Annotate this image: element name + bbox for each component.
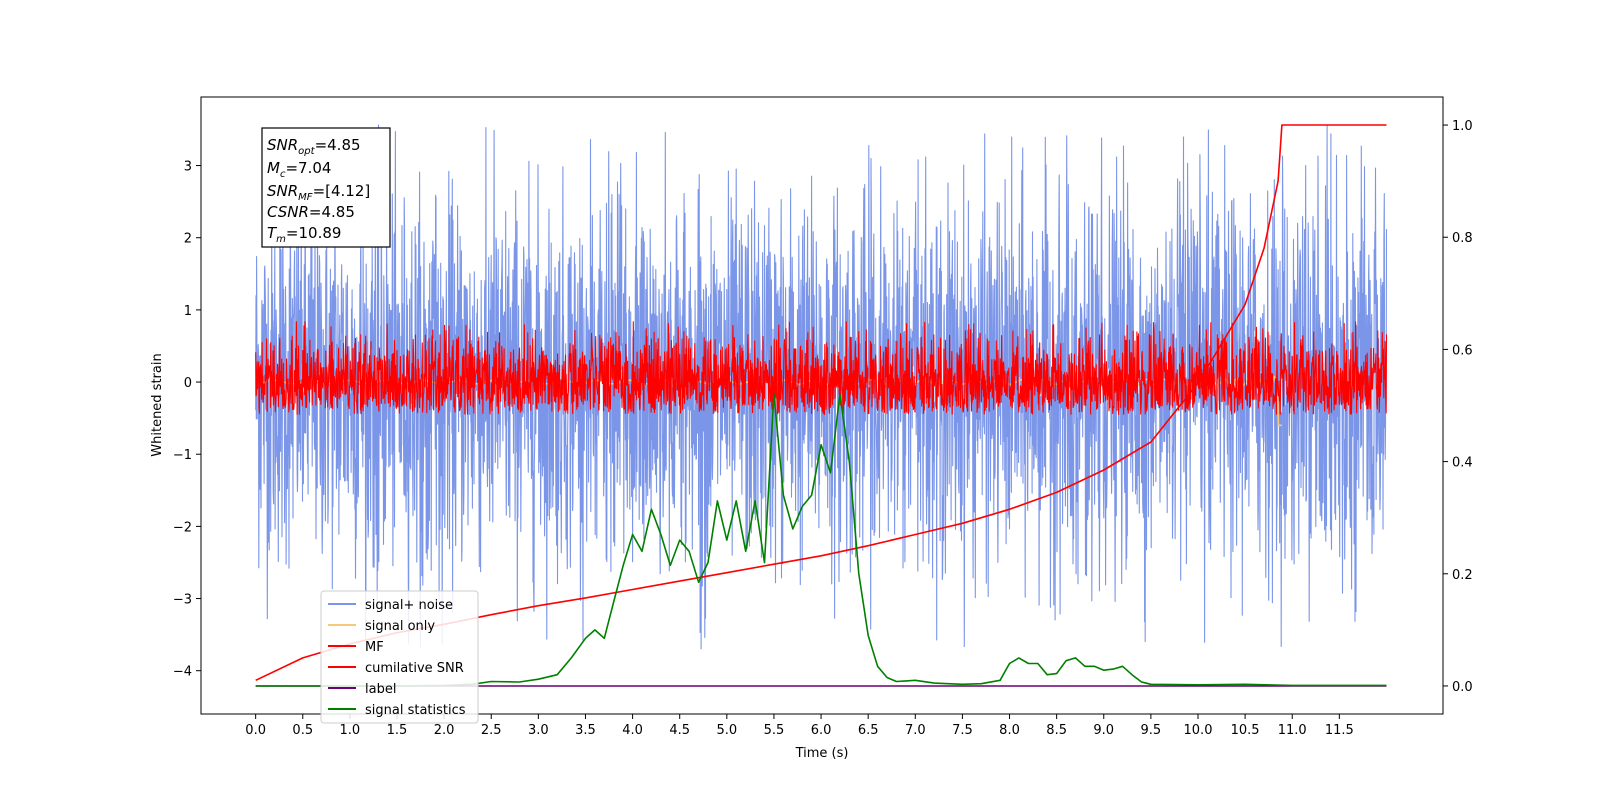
legend-label-label: label <box>365 682 396 697</box>
right-y-tick-label: 1.0 <box>1452 119 1473 134</box>
x-tick-label: 0.0 <box>245 723 266 738</box>
info-box: SNRopt=4.85 Mc=7.04 SNRMF=[4.12] CSNR=4.… <box>261 127 391 248</box>
x-tick-label: 6.5 <box>858 723 879 738</box>
info-snr-mf: SNRMF=[4.12] <box>267 182 370 203</box>
legend-frame <box>320 590 479 724</box>
x-tick-label: 1.5 <box>387 723 408 738</box>
info-chirp-mass: Mc=7.04 <box>267 159 331 180</box>
y-tick-label: −4 <box>173 665 192 680</box>
x-tick-label: 4.5 <box>669 723 690 738</box>
right-y-tick-label: 0.6 <box>1452 343 1473 358</box>
y-tick-label: −1 <box>173 448 192 463</box>
x-tick-label: 0.5 <box>292 723 313 738</box>
plot-frame <box>200 96 1444 715</box>
x-tick-label: 8.0 <box>999 723 1020 738</box>
x-tick-label: 11.5 <box>1325 723 1354 738</box>
legend-label-signal-noise: signal+ noise <box>365 598 453 613</box>
info-merger-time: Tm=10.89 <box>267 224 341 245</box>
x-axis-ticks: 0.0 0.5 1.0 1.5 2.0 2.5 3.0 3.5 4.0 4.5 5.0 5.5 6.0 6… <box>245 714 1354 738</box>
legend-label-cumulative-snr: cumilative SNR <box>365 661 464 676</box>
y-tick-label: −3 <box>173 593 192 608</box>
y-tick-label: 1 <box>184 304 192 319</box>
y-tick-label: 3 <box>184 160 192 175</box>
x-tick-label: 7.5 <box>952 723 973 738</box>
x-tick-label: 10.0 <box>1184 723 1213 738</box>
info-snr-opt: SNRopt=4.85 <box>267 136 361 157</box>
x-tick-label: 5.0 <box>716 723 737 738</box>
legend-label-signal-only: signal only <box>365 619 435 634</box>
right-y-tick-label: 0.8 <box>1452 231 1473 246</box>
x-axis-label: Time (s) <box>795 746 849 761</box>
series-mf <box>255 321 1388 415</box>
y-axis-ticks: −4 −3 −2 −1 0 1 2 3 <box>173 160 201 680</box>
y-tick-label: 2 <box>184 232 192 247</box>
x-tick-label: 9.5 <box>1141 723 1162 738</box>
right-y-tick-label: 0.2 <box>1452 568 1473 583</box>
legend-label-mf: MF <box>365 640 384 655</box>
legend-label-signal-statistics: signal statistics <box>365 703 466 718</box>
x-tick-label: 2.0 <box>434 723 455 738</box>
y-tick-label: −2 <box>173 520 192 535</box>
x-tick-label: 2.5 <box>481 723 502 738</box>
x-tick-label: 4.0 <box>622 723 643 738</box>
x-tick-label: 5.5 <box>764 723 785 738</box>
info-csnr: CSNR=4.85 <box>267 203 355 221</box>
y-tick-label: 0 <box>184 376 192 391</box>
x-tick-label: 9.0 <box>1093 723 1114 738</box>
x-tick-label: 6.0 <box>811 723 832 738</box>
info-box-frame <box>261 127 391 248</box>
x-tick-label: 3.0 <box>528 723 549 738</box>
x-tick-label: 1.0 <box>340 723 361 738</box>
x-tick-label: 3.5 <box>575 723 596 738</box>
x-tick-label: 10.5 <box>1231 723 1260 738</box>
legend: signal+ noise signal only MF cumilative … <box>320 590 479 724</box>
x-tick-label: 8.5 <box>1046 723 1067 738</box>
x-tick-label: 11.0 <box>1278 723 1307 738</box>
x-tick-label: 7.0 <box>905 723 926 738</box>
right-y-tick-label: 0.0 <box>1452 680 1473 695</box>
y-axis-label: Whitened strain <box>150 353 165 456</box>
right-y-axis-ticks: 0.0 0.2 0.4 0.6 0.8 1.0 <box>1443 119 1473 695</box>
series-signal-statistics <box>255 393 1387 687</box>
right-y-tick-label: 0.4 <box>1452 456 1473 471</box>
